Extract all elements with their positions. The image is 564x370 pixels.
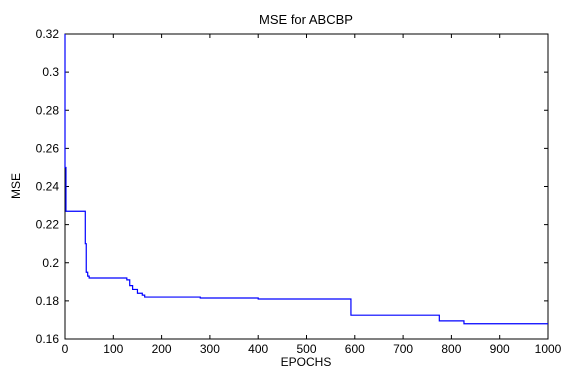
x-tick-label: 100	[103, 342, 123, 356]
x-tick-label: 400	[248, 342, 268, 356]
y-axis-ticks	[65, 33, 548, 340]
x-tick-label: 600	[345, 342, 365, 356]
y-tick-label: 0.3	[42, 65, 59, 79]
y-tick-label: 0.32	[36, 27, 60, 41]
x-tick-label: 0	[62, 342, 69, 356]
x-tick-label: 1000	[535, 342, 562, 356]
x-tick-label: 800	[441, 342, 461, 356]
y-tick-label: 0.18	[36, 294, 60, 308]
y-tick-label: 0.16	[36, 332, 60, 346]
y-tick-label: 0.28	[36, 103, 60, 117]
y-tick-label: 0.2	[42, 256, 59, 270]
y-tick-label: 0.26	[36, 141, 60, 155]
x-tick-label: 300	[200, 342, 220, 356]
plot-area	[64, 33, 549, 340]
x-axis-ticks	[64, 34, 549, 339]
x-axis-tick-labels: 0 100 200 300 400 500 600 700 800 900 1000	[62, 342, 562, 356]
y-tick-label: 0.22	[36, 218, 60, 232]
chart-title: MSE for ABCBP	[259, 12, 353, 27]
x-tick-label: 500	[296, 342, 316, 356]
y-axis-label: MSE	[9, 173, 23, 199]
y-tick-label: 0.24	[36, 180, 60, 194]
x-tick-label: 700	[393, 342, 413, 356]
x-tick-label: 900	[490, 342, 510, 356]
x-tick-label: 200	[152, 342, 172, 356]
x-axis-label: EPOCHS	[281, 355, 332, 369]
mse-line	[64, 34, 548, 325]
y-axis-tick-labels: 0.16 0.18 0.2 0.22 0.24 0.26 0.28 0.3 0.32	[36, 27, 60, 346]
